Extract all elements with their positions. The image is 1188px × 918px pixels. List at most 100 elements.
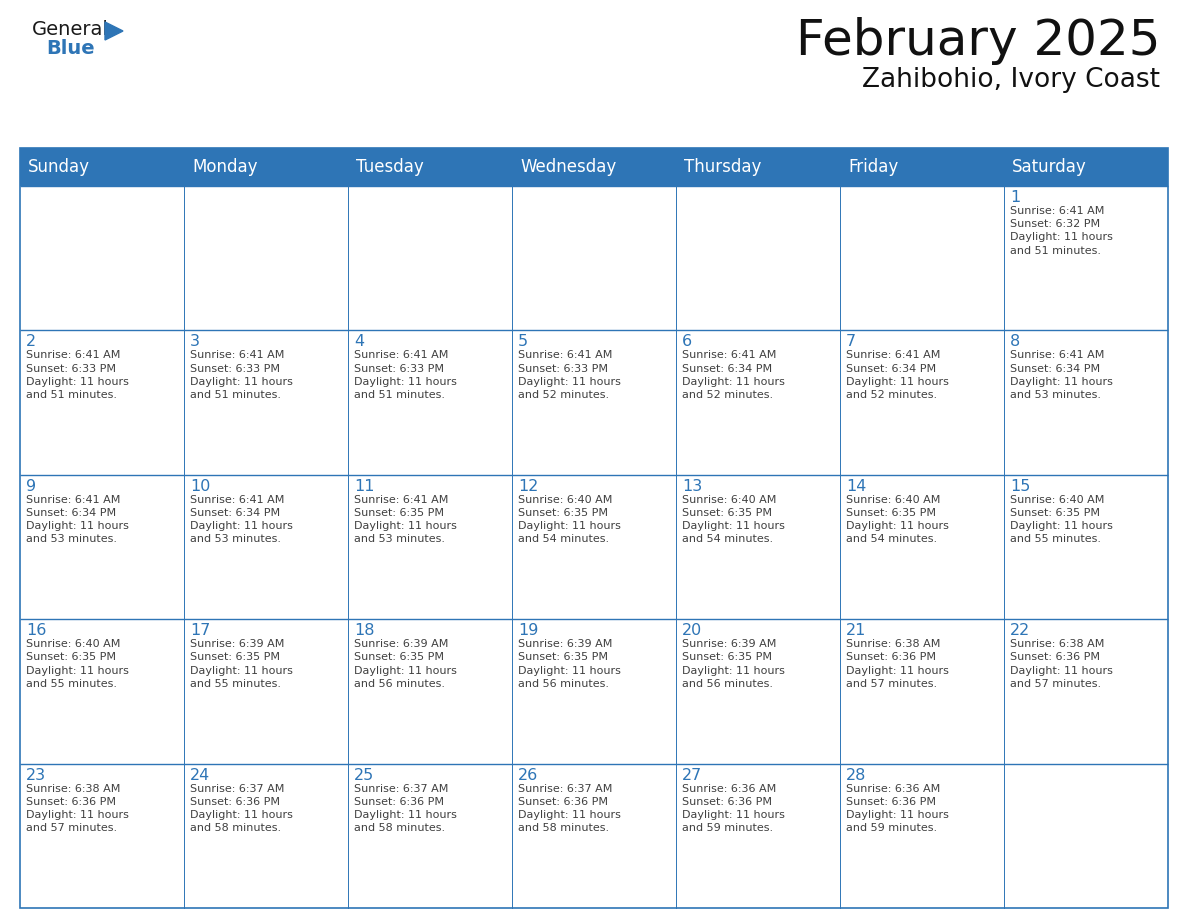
Bar xyxy=(840,475,1004,620)
Text: Sunrise: 6:41 AM
Sunset: 6:34 PM
Daylight: 11 hours
and 52 minutes.: Sunrise: 6:41 AM Sunset: 6:34 PM Dayligh… xyxy=(846,351,949,400)
Bar xyxy=(184,764,348,908)
Bar xyxy=(20,148,1168,186)
Text: Sunrise: 6:41 AM
Sunset: 6:33 PM
Daylight: 11 hours
and 51 minutes.: Sunrise: 6:41 AM Sunset: 6:33 PM Dayligh… xyxy=(354,351,457,400)
Text: 19: 19 xyxy=(518,623,538,638)
Text: 22: 22 xyxy=(1010,623,1030,638)
Text: 2: 2 xyxy=(26,334,36,350)
Text: 27: 27 xyxy=(682,767,702,783)
Bar xyxy=(676,186,840,330)
Text: Sunrise: 6:40 AM
Sunset: 6:35 PM
Daylight: 11 hours
and 55 minutes.: Sunrise: 6:40 AM Sunset: 6:35 PM Dayligh… xyxy=(1010,495,1113,544)
Text: Sunrise: 6:37 AM
Sunset: 6:36 PM
Daylight: 11 hours
and 58 minutes.: Sunrise: 6:37 AM Sunset: 6:36 PM Dayligh… xyxy=(354,784,457,834)
Text: Sunrise: 6:40 AM
Sunset: 6:35 PM
Daylight: 11 hours
and 54 minutes.: Sunrise: 6:40 AM Sunset: 6:35 PM Dayligh… xyxy=(682,495,785,544)
Bar xyxy=(184,330,348,475)
Bar xyxy=(840,330,1004,475)
Bar xyxy=(20,330,184,475)
Bar xyxy=(20,148,1168,908)
Text: Wednesday: Wednesday xyxy=(520,158,617,176)
Bar xyxy=(20,620,184,764)
Text: Sunrise: 6:39 AM
Sunset: 6:35 PM
Daylight: 11 hours
and 55 minutes.: Sunrise: 6:39 AM Sunset: 6:35 PM Dayligh… xyxy=(190,639,293,688)
Polygon shape xyxy=(105,22,124,40)
Bar xyxy=(348,330,512,475)
Bar xyxy=(20,764,184,908)
Bar xyxy=(20,186,184,330)
Bar xyxy=(348,764,512,908)
Text: Sunday: Sunday xyxy=(29,158,90,176)
Text: Sunrise: 6:39 AM
Sunset: 6:35 PM
Daylight: 11 hours
and 56 minutes.: Sunrise: 6:39 AM Sunset: 6:35 PM Dayligh… xyxy=(354,639,457,688)
Bar xyxy=(840,620,1004,764)
Text: Sunrise: 6:40 AM
Sunset: 6:35 PM
Daylight: 11 hours
and 54 minutes.: Sunrise: 6:40 AM Sunset: 6:35 PM Dayligh… xyxy=(846,495,949,544)
Text: 21: 21 xyxy=(846,623,866,638)
Text: 4: 4 xyxy=(354,334,365,350)
Text: 26: 26 xyxy=(518,767,538,783)
Text: 17: 17 xyxy=(190,623,210,638)
Text: 13: 13 xyxy=(682,479,702,494)
Bar xyxy=(1004,620,1168,764)
Text: Sunrise: 6:41 AM
Sunset: 6:32 PM
Daylight: 11 hours
and 51 minutes.: Sunrise: 6:41 AM Sunset: 6:32 PM Dayligh… xyxy=(1010,206,1113,255)
Text: Sunrise: 6:39 AM
Sunset: 6:35 PM
Daylight: 11 hours
and 56 minutes.: Sunrise: 6:39 AM Sunset: 6:35 PM Dayligh… xyxy=(518,639,621,688)
Text: Sunrise: 6:41 AM
Sunset: 6:33 PM
Daylight: 11 hours
and 51 minutes.: Sunrise: 6:41 AM Sunset: 6:33 PM Dayligh… xyxy=(190,351,293,400)
Bar xyxy=(512,620,676,764)
Text: Sunrise: 6:41 AM
Sunset: 6:34 PM
Daylight: 11 hours
and 52 minutes.: Sunrise: 6:41 AM Sunset: 6:34 PM Dayligh… xyxy=(682,351,785,400)
Text: Sunrise: 6:41 AM
Sunset: 6:35 PM
Daylight: 11 hours
and 53 minutes.: Sunrise: 6:41 AM Sunset: 6:35 PM Dayligh… xyxy=(354,495,457,544)
Bar xyxy=(676,764,840,908)
Text: 20: 20 xyxy=(682,623,702,638)
Bar xyxy=(1004,764,1168,908)
Text: Blue: Blue xyxy=(46,39,95,58)
Text: 15: 15 xyxy=(1010,479,1030,494)
Text: Sunrise: 6:38 AM
Sunset: 6:36 PM
Daylight: 11 hours
and 57 minutes.: Sunrise: 6:38 AM Sunset: 6:36 PM Dayligh… xyxy=(1010,639,1113,688)
Bar xyxy=(184,186,348,330)
Text: Sunrise: 6:38 AM
Sunset: 6:36 PM
Daylight: 11 hours
and 57 minutes.: Sunrise: 6:38 AM Sunset: 6:36 PM Dayligh… xyxy=(846,639,949,688)
Text: 7: 7 xyxy=(846,334,857,350)
Bar xyxy=(348,620,512,764)
Text: Sunrise: 6:36 AM
Sunset: 6:36 PM
Daylight: 11 hours
and 59 minutes.: Sunrise: 6:36 AM Sunset: 6:36 PM Dayligh… xyxy=(682,784,785,834)
Text: 9: 9 xyxy=(26,479,36,494)
Bar xyxy=(512,186,676,330)
Text: 3: 3 xyxy=(190,334,200,350)
Text: Monday: Monday xyxy=(192,158,258,176)
Text: Sunrise: 6:41 AM
Sunset: 6:34 PM
Daylight: 11 hours
and 53 minutes.: Sunrise: 6:41 AM Sunset: 6:34 PM Dayligh… xyxy=(190,495,293,544)
Text: Tuesday: Tuesday xyxy=(356,158,424,176)
Text: Sunrise: 6:39 AM
Sunset: 6:35 PM
Daylight: 11 hours
and 56 minutes.: Sunrise: 6:39 AM Sunset: 6:35 PM Dayligh… xyxy=(682,639,785,688)
Text: 11: 11 xyxy=(354,479,374,494)
Text: 16: 16 xyxy=(26,623,46,638)
Text: Zahibohio, Ivory Coast: Zahibohio, Ivory Coast xyxy=(862,67,1159,93)
Bar xyxy=(1004,186,1168,330)
Text: 12: 12 xyxy=(518,479,538,494)
Bar xyxy=(348,186,512,330)
Bar xyxy=(840,186,1004,330)
Text: February 2025: February 2025 xyxy=(796,17,1159,65)
Text: Sunrise: 6:37 AM
Sunset: 6:36 PM
Daylight: 11 hours
and 58 minutes.: Sunrise: 6:37 AM Sunset: 6:36 PM Dayligh… xyxy=(518,784,621,834)
Text: Sunrise: 6:41 AM
Sunset: 6:33 PM
Daylight: 11 hours
and 52 minutes.: Sunrise: 6:41 AM Sunset: 6:33 PM Dayligh… xyxy=(518,351,621,400)
Bar xyxy=(512,475,676,620)
Bar xyxy=(1004,475,1168,620)
Text: Sunrise: 6:38 AM
Sunset: 6:36 PM
Daylight: 11 hours
and 57 minutes.: Sunrise: 6:38 AM Sunset: 6:36 PM Dayligh… xyxy=(26,784,128,834)
Text: 6: 6 xyxy=(682,334,693,350)
Bar xyxy=(20,475,184,620)
Text: Sunrise: 6:40 AM
Sunset: 6:35 PM
Daylight: 11 hours
and 54 minutes.: Sunrise: 6:40 AM Sunset: 6:35 PM Dayligh… xyxy=(518,495,621,544)
Text: 5: 5 xyxy=(518,334,529,350)
Bar xyxy=(184,475,348,620)
Bar xyxy=(512,764,676,908)
Text: General: General xyxy=(32,20,109,39)
Text: 1: 1 xyxy=(1010,190,1020,205)
Text: Sunrise: 6:41 AM
Sunset: 6:34 PM
Daylight: 11 hours
and 53 minutes.: Sunrise: 6:41 AM Sunset: 6:34 PM Dayligh… xyxy=(26,495,128,544)
Bar xyxy=(348,475,512,620)
Bar xyxy=(184,620,348,764)
Text: Sunrise: 6:36 AM
Sunset: 6:36 PM
Daylight: 11 hours
and 59 minutes.: Sunrise: 6:36 AM Sunset: 6:36 PM Dayligh… xyxy=(846,784,949,834)
Text: 25: 25 xyxy=(354,767,374,783)
Text: Friday: Friday xyxy=(848,158,898,176)
Bar xyxy=(1004,330,1168,475)
Bar xyxy=(512,330,676,475)
Text: 18: 18 xyxy=(354,623,374,638)
Text: 24: 24 xyxy=(190,767,210,783)
Text: Sunrise: 6:37 AM
Sunset: 6:36 PM
Daylight: 11 hours
and 58 minutes.: Sunrise: 6:37 AM Sunset: 6:36 PM Dayligh… xyxy=(190,784,293,834)
Text: Saturday: Saturday xyxy=(1012,158,1087,176)
Bar xyxy=(676,620,840,764)
Bar xyxy=(676,330,840,475)
Text: 23: 23 xyxy=(26,767,46,783)
Text: 14: 14 xyxy=(846,479,866,494)
Text: 8: 8 xyxy=(1010,334,1020,350)
Bar xyxy=(676,475,840,620)
Text: Sunrise: 6:41 AM
Sunset: 6:33 PM
Daylight: 11 hours
and 51 minutes.: Sunrise: 6:41 AM Sunset: 6:33 PM Dayligh… xyxy=(26,351,128,400)
Text: Sunrise: 6:41 AM
Sunset: 6:34 PM
Daylight: 11 hours
and 53 minutes.: Sunrise: 6:41 AM Sunset: 6:34 PM Dayligh… xyxy=(1010,351,1113,400)
